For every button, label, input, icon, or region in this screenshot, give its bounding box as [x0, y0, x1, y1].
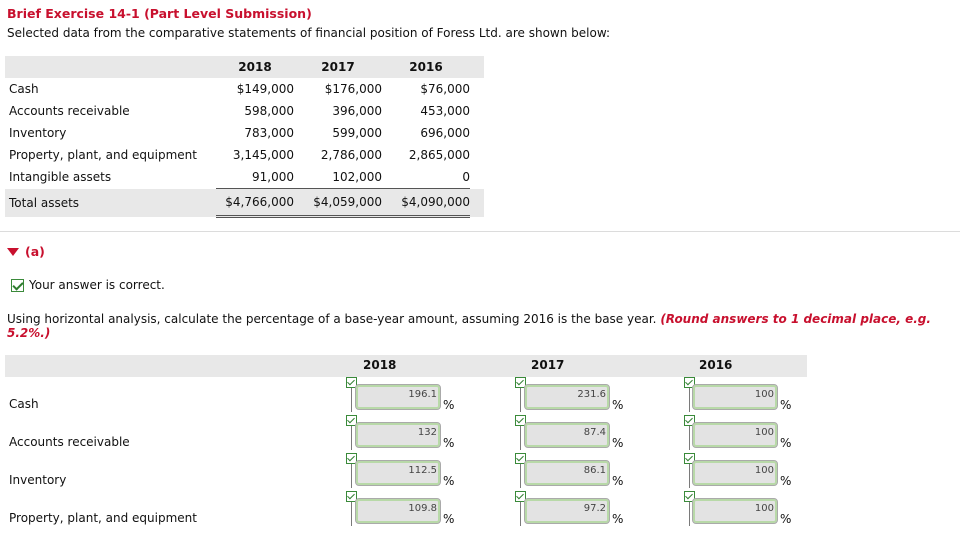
row-label: Inventory: [9, 126, 67, 140]
percent-sign: %: [443, 436, 455, 450]
total-row: Total assets $4,766,000 $4,059,000 $4,09…: [5, 188, 484, 218]
answer-input-cash-2017[interactable]: 231.6: [524, 384, 610, 410]
percent-sign: %: [612, 436, 624, 450]
table-row: Inventory 783,000 599,000 696,000: [5, 122, 484, 144]
percent-sign: %: [612, 512, 624, 526]
percent-sign: %: [443, 512, 455, 526]
answer-input-inventory-2018[interactable]: 112.5: [355, 460, 441, 486]
answer-input-inventory-2017[interactable]: 86.1: [524, 460, 610, 486]
financial-position-table: 2018 2017 2016 Cash $149,000 $176,000 $7…: [5, 56, 484, 218]
table-row: Accounts receivable 598,000 396,000 453,…: [5, 100, 484, 122]
cell-value: 2,865,000: [408, 148, 470, 162]
cell-value: 783,000: [244, 126, 294, 140]
table-header-row: 2018 2017 2016: [5, 56, 484, 78]
header-blank: [5, 56, 216, 78]
col-2018: 2018: [216, 56, 294, 78]
table-row: Cash $149,000 $176,000 $76,000: [5, 78, 484, 100]
answer-row-label-inventory: Inventory: [9, 473, 67, 487]
part-a-toggle[interactable]: (a): [7, 244, 45, 259]
col-2017: 2017: [294, 56, 382, 78]
check-icon: [11, 278, 24, 292]
answer-input-cash-2018[interactable]: 196.1: [355, 384, 441, 410]
correct-mark-icon: [684, 453, 695, 464]
answer-input-ar-2018[interactable]: 132: [355, 422, 441, 448]
rounding-note: (Round answers to 1 decimal place, e.g. …: [7, 312, 931, 340]
cell-value: 102,000: [332, 170, 382, 184]
instruction-body: Using horizontal analysis, calculate the…: [7, 312, 657, 326]
row-label: Intangible assets: [9, 170, 112, 185]
answer-row-label-ppe: Property, plant, and equipment: [9, 511, 197, 525]
collapse-triangle-icon: [7, 247, 19, 256]
percent-sign: %: [780, 474, 792, 488]
total-value: $4,059,000: [313, 195, 382, 209]
answer-input-ar-2017[interactable]: 87.4: [524, 422, 610, 448]
section-divider: [0, 231, 960, 232]
answer-input-inventory-2016[interactable]: 100: [692, 460, 778, 486]
answer-input-ppe-2018[interactable]: 109.8: [355, 498, 441, 524]
table-row: Intangible assets 91,000 102,000 0: [5, 166, 484, 189]
row-label: Accounts receivable: [9, 104, 130, 118]
answer-status: Your answer is correct.: [11, 278, 165, 292]
col-2016: 2016: [382, 56, 470, 78]
correct-mark-icon: [515, 377, 526, 388]
percent-sign: %: [612, 398, 624, 412]
correct-mark-icon: [515, 453, 526, 464]
answer-header-bar: [5, 355, 807, 377]
cell-value: 598,000: [244, 104, 294, 118]
cell-value: 453,000: [420, 104, 470, 118]
answer-input-ppe-2016[interactable]: 100: [692, 498, 778, 524]
answer-col-2017: 2017: [531, 358, 565, 372]
table-row: Property, plant, and equipment 3,145,000…: [5, 144, 484, 166]
answer-row-label-ar: Accounts receivable: [9, 435, 130, 449]
percent-sign: %: [443, 474, 455, 488]
percent-sign: %: [780, 436, 792, 450]
answer-row-label-cash: Cash: [9, 397, 39, 411]
percent-sign: %: [612, 474, 624, 488]
total-value: $4,090,000: [401, 195, 470, 209]
cell-value: 696,000: [420, 126, 470, 140]
answer-input-ppe-2017[interactable]: 97.2: [524, 498, 610, 524]
correct-mark-icon: [684, 377, 695, 388]
cell-value: 0: [462, 170, 470, 184]
cell-value: $149,000: [236, 82, 294, 96]
correct-mark-icon: [684, 491, 695, 502]
correct-mark-icon: [684, 415, 695, 426]
cell-value: $76,000: [420, 82, 470, 96]
exercise-title: Brief Exercise 14-1 (Part Level Submissi…: [7, 6, 312, 21]
row-label: Total assets: [5, 188, 216, 217]
answer-col-2016: 2016: [699, 358, 733, 372]
part-a-label: (a): [25, 244, 45, 259]
percent-sign: %: [443, 398, 455, 412]
cell-value: 3,145,000: [232, 148, 294, 162]
row-label: Property, plant, and equipment: [9, 148, 197, 162]
correct-mark-icon: [515, 415, 526, 426]
cell-value: 91,000: [252, 170, 294, 184]
percent-sign: %: [780, 398, 792, 412]
cell-value: 599,000: [332, 126, 382, 140]
correct-mark-icon: [346, 377, 357, 388]
exercise-subtitle: Selected data from the comparative state…: [7, 26, 611, 40]
correct-mark-icon: [346, 415, 357, 426]
cell-value: $176,000: [324, 82, 382, 96]
correct-mark-icon: [346, 491, 357, 502]
answer-col-2018: 2018: [363, 358, 397, 372]
answer-status-text: Your answer is correct.: [29, 278, 165, 292]
total-value: $4,766,000: [225, 195, 294, 209]
row-label: Cash: [9, 82, 39, 96]
answer-input-cash-2016[interactable]: 100: [692, 384, 778, 410]
correct-mark-icon: [346, 453, 357, 464]
cell-value: 396,000: [332, 104, 382, 118]
cell-value: 2,786,000: [320, 148, 382, 162]
percent-sign: %: [780, 512, 792, 526]
instruction-text: Using horizontal analysis, calculate the…: [7, 312, 947, 340]
correct-mark-icon: [515, 491, 526, 502]
answer-input-ar-2016[interactable]: 100: [692, 422, 778, 448]
